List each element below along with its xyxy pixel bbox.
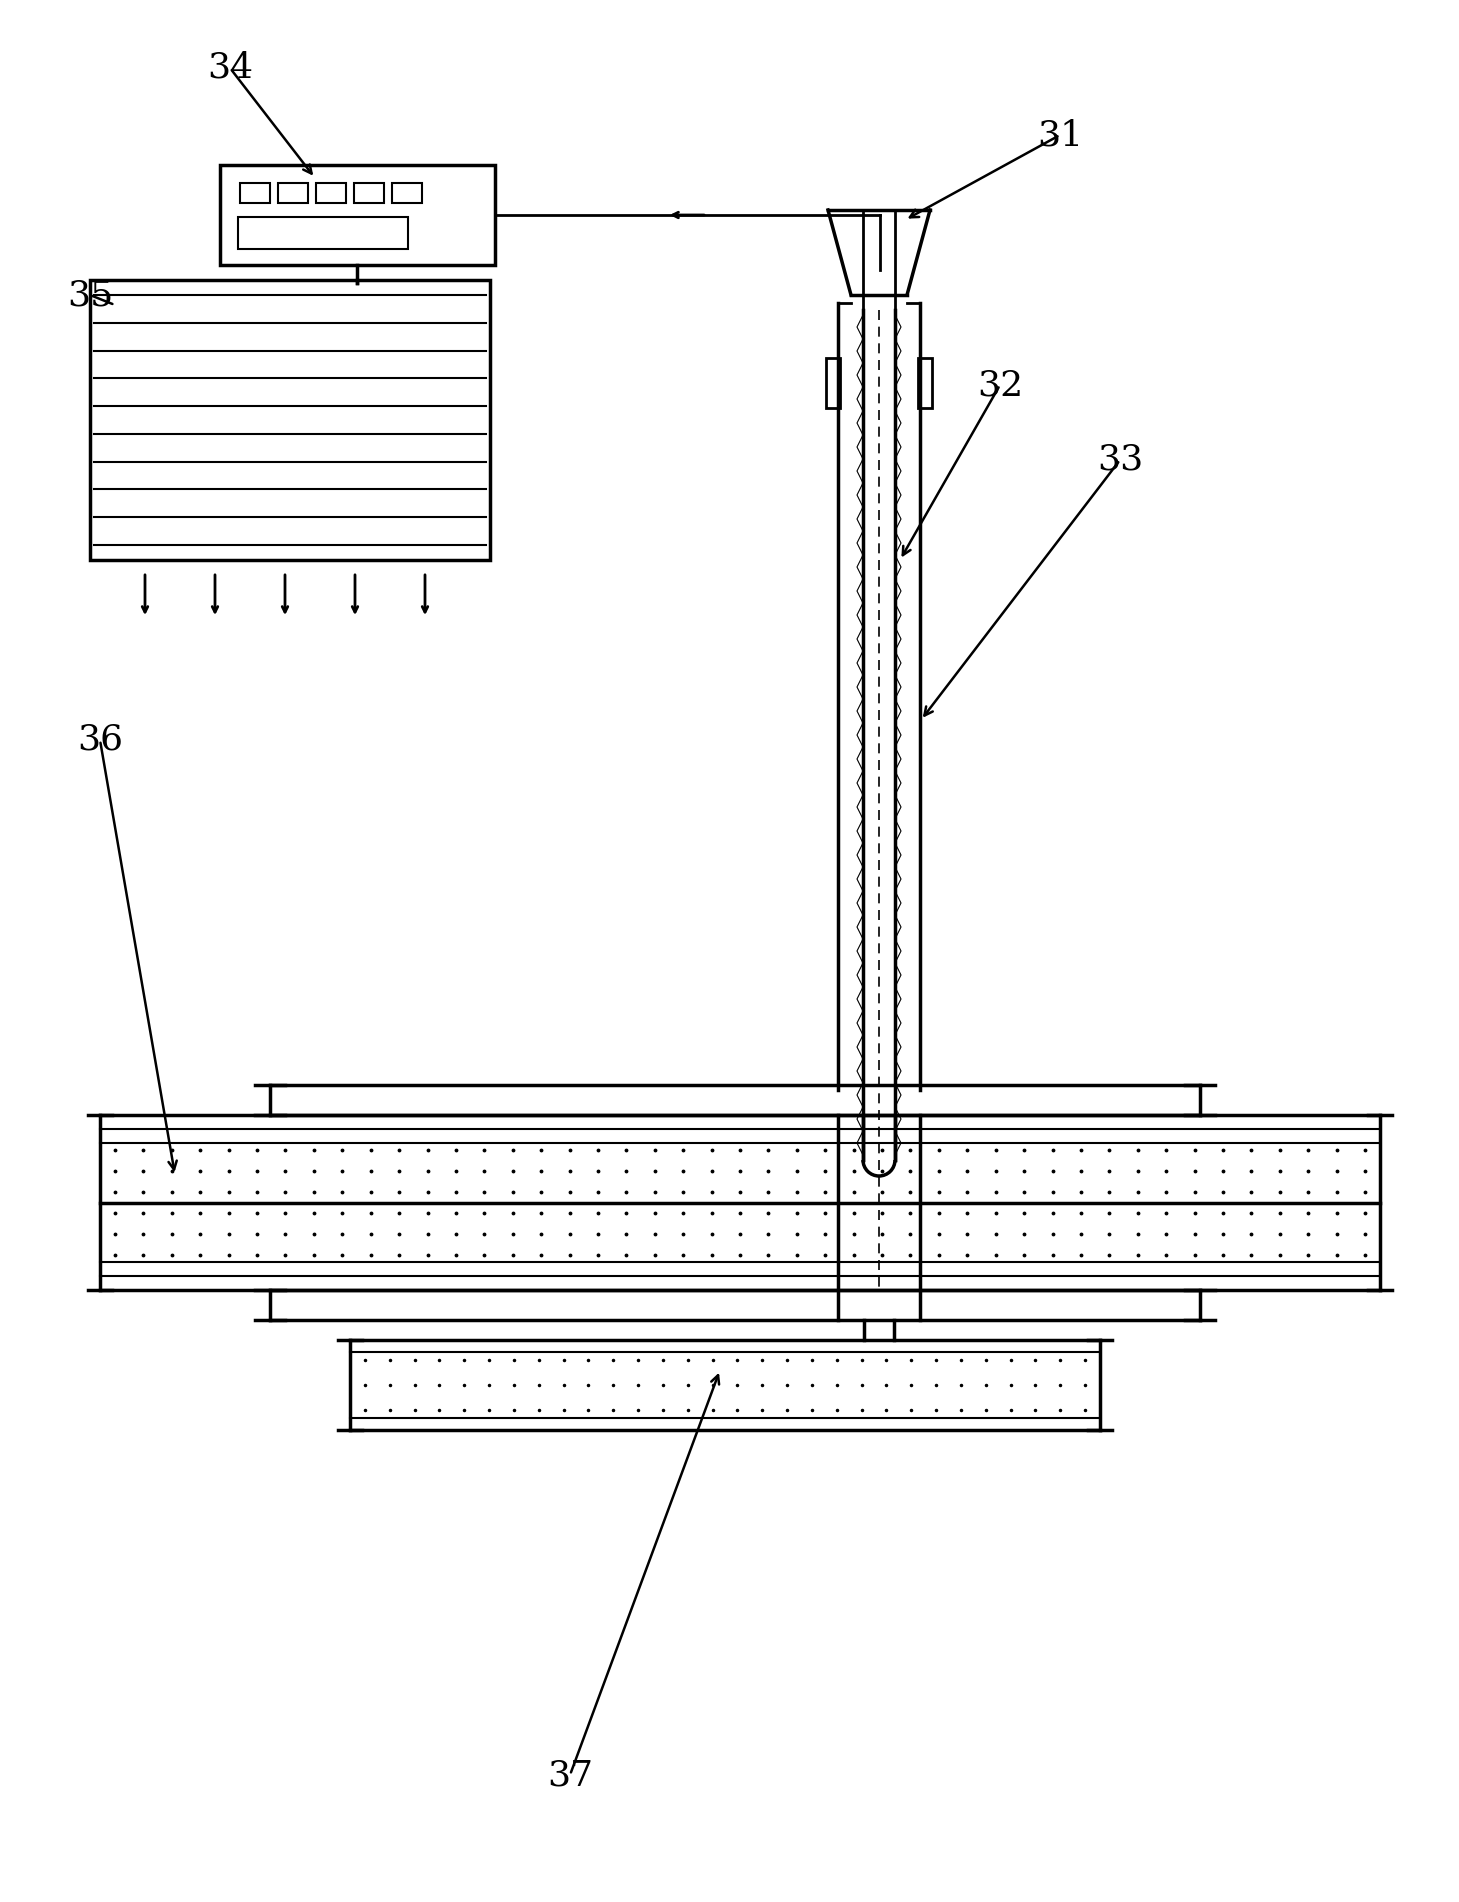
Text: 33: 33 <box>1097 443 1142 477</box>
Bar <box>239 183 270 204</box>
Bar <box>279 183 308 204</box>
Text: 35: 35 <box>67 278 114 312</box>
Text: 37: 37 <box>547 1757 592 1792</box>
Bar <box>918 358 932 409</box>
Bar <box>90 280 490 559</box>
Bar <box>220 165 495 264</box>
Bar <box>317 183 346 204</box>
Text: 34: 34 <box>207 51 252 86</box>
Bar <box>355 183 384 204</box>
Text: 36: 36 <box>77 723 123 757</box>
Text: 32: 32 <box>978 367 1023 401</box>
Text: 31: 31 <box>1037 118 1083 152</box>
Bar <box>392 183 422 204</box>
Bar <box>238 217 409 249</box>
Bar <box>826 358 840 409</box>
